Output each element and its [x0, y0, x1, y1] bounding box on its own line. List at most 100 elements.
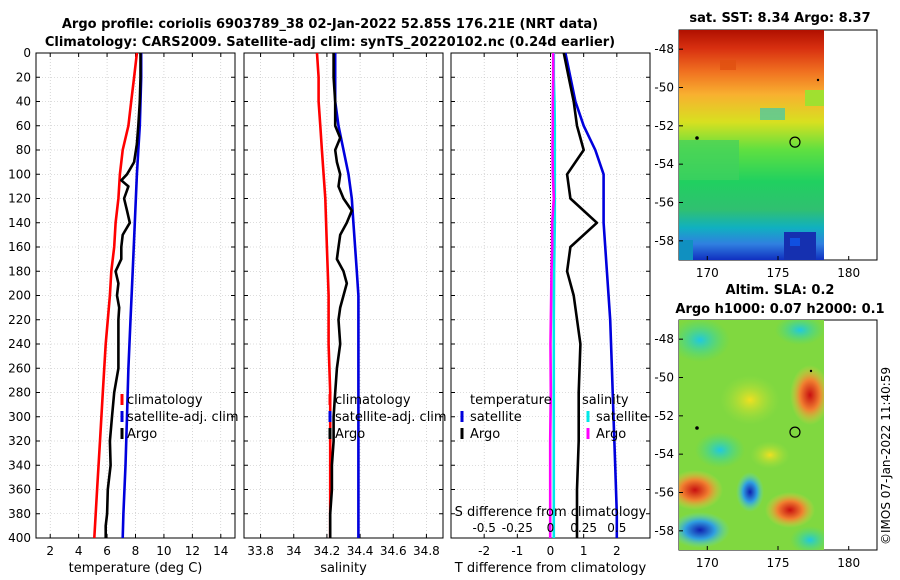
sla-map-panel: Altim. SLA: 0.2 Argo h1000: 0.07 h2000: …	[654, 283, 884, 570]
sla-map-subtitle: Argo h1000: 0.07 h2000: 0.1	[675, 302, 884, 317]
x-axis-label: T difference from climatology	[454, 561, 647, 576]
y-tick-label: 0	[23, 46, 31, 60]
sst-map-title: sat. SST: 8.34 Argo: 8.37	[689, 11, 870, 26]
legend-label: climatology	[127, 393, 203, 408]
map-y-tick-label: -48	[654, 332, 674, 346]
map-y-tick-label: -56	[654, 196, 674, 210]
map-x-tick-label: 180	[837, 266, 860, 280]
y-tick-label: 100	[8, 167, 31, 181]
sla-map-axis-ticks: 170 175 180 -48 -50 -52 -54 -56 -58	[654, 332, 860, 570]
sst-float-dot	[816, 78, 820, 82]
sla-map-title: Altim. SLA: 0.2	[726, 283, 835, 298]
series-line-argo	[104, 53, 142, 538]
x-axis-label: salinity	[320, 561, 367, 576]
y-tick-label: 160	[8, 240, 31, 254]
sla-float-dot	[809, 369, 813, 373]
sla-map-field	[679, 320, 824, 550]
y-tick-label: 140	[8, 216, 31, 230]
legend-label: Argo	[335, 427, 365, 442]
legend-label: Argo	[470, 427, 500, 442]
legend-label: climatology	[335, 393, 411, 408]
map-y-tick-label: -50	[654, 81, 674, 95]
x-tick-label: 0	[547, 544, 555, 558]
y-tick-label: 200	[8, 289, 31, 303]
legend-label: Argo	[127, 427, 157, 442]
legend-title-salinity: salinity	[582, 393, 629, 408]
map-x-tick-label: 175	[767, 266, 790, 280]
map-y-tick-label: -56	[654, 486, 674, 500]
legend-label: satellite	[596, 410, 648, 425]
legend-label: satellite-adj. clim	[335, 410, 447, 425]
map-y-tick-label: -52	[654, 119, 674, 133]
sst-float-dot	[695, 136, 699, 140]
map-x-tick-label: 180	[837, 556, 860, 570]
x-tick-label: 33.8	[247, 544, 274, 558]
map-y-tick-label: -54	[654, 447, 674, 461]
sla-float-dot	[695, 426, 699, 430]
y-tick-label: 280	[8, 386, 31, 400]
legend-label: satellite	[470, 410, 522, 425]
y-tick-label: 260	[8, 361, 31, 375]
x-tick-label: 14	[213, 544, 228, 558]
y-tick-label: 340	[8, 458, 31, 472]
map-y-tick-label: -50	[654, 371, 674, 385]
x-tick-label: 4	[75, 544, 83, 558]
x-tick-label: -2	[478, 544, 490, 558]
series-line-temperature-satellite	[564, 52, 619, 538]
series-line-temperature-argo	[562, 52, 599, 538]
legend-title-temperature: temperature	[470, 393, 552, 408]
x-tick-label: 34.2	[314, 544, 341, 558]
series-line-argo	[328, 53, 354, 538]
difference-panel: -2 -1 0 1 2 T difference from climatology temp…	[450, 52, 651, 576]
x-tick-label: 2	[46, 544, 54, 558]
map-x-tick-label: 170	[696, 266, 719, 280]
y-tick-label: 20	[16, 70, 31, 84]
map-y-tick-label: -54	[654, 157, 674, 171]
y-tick-label: 220	[8, 313, 31, 327]
sst-map-panel: sat. SST: 8.34 Argo: 8.37 170 175 180 -48 -5…	[654, 11, 878, 280]
y-tick-label: 360	[8, 483, 31, 497]
top-x-tick-label: 0	[547, 521, 555, 535]
temperature-panel: 2 4 6 8 10 12 14020406080100120140160180200220…	[8, 46, 239, 576]
x-tick-label: 34	[286, 544, 301, 558]
x-tick-label: 6	[103, 544, 111, 558]
top-x-tick-label: -0.25	[502, 521, 533, 535]
x-axis-label: temperature (deg C)	[69, 561, 203, 576]
x-tick-label: 34.8	[413, 544, 440, 558]
sla-argo-marker	[789, 426, 801, 438]
x-tick-label: 1	[580, 544, 588, 558]
figure-title-line2: Climatology: CARS2009. Satellite-adj cli…	[45, 35, 615, 50]
sst-map-field	[679, 30, 824, 260]
series-line-climatology	[93, 52, 139, 539]
top-x-tick-label: -0.5	[472, 521, 495, 535]
x-tick-label: 12	[185, 544, 200, 558]
map-y-tick-label: -48	[654, 42, 674, 56]
salinity-panel: 33.8 34 34.2 34.4 34.6 34.8 salinity climatolog…	[243, 52, 447, 576]
map-y-tick-label: -58	[654, 524, 674, 538]
y-tick-label: 320	[8, 434, 31, 448]
x-tick-label: 10	[156, 544, 171, 558]
y-tick-label: 240	[8, 337, 31, 351]
y-tick-label: 400	[8, 531, 31, 545]
figure-title-line1: Argo profile: coriolis 6903789_38 02-Jan…	[62, 17, 598, 32]
x-tick-label: 2	[613, 544, 621, 558]
series-line-salinity-argo	[548, 53, 556, 538]
sst-map-axis-ticks: 170 175 180 -48 -50 -52 -54 -56 -58	[654, 42, 860, 280]
top-x-axis-label: S difference from climatology	[455, 505, 647, 520]
y-tick-label: 300	[8, 410, 31, 424]
map-x-tick-label: 170	[696, 556, 719, 570]
imos-timestamp: ©IMOS 07-Jan-2022 11:40:59	[879, 367, 893, 545]
y-tick-label: 180	[8, 264, 31, 278]
map-y-tick-label: -52	[654, 409, 674, 423]
y-tick-label: 120	[8, 192, 31, 206]
top-x-tick-label: 0.5	[607, 521, 626, 535]
y-tick-label: 60	[16, 119, 31, 133]
series-line-salinity-satellite	[552, 53, 557, 538]
x-tick-label: -1	[511, 544, 523, 558]
legend-label: satellite-adj. clim	[127, 410, 239, 425]
x-tick-label: 34.6	[380, 544, 407, 558]
map-y-tick-label: -58	[654, 234, 674, 248]
map-x-tick-label: 175	[767, 556, 790, 570]
y-tick-label: 380	[8, 507, 31, 521]
